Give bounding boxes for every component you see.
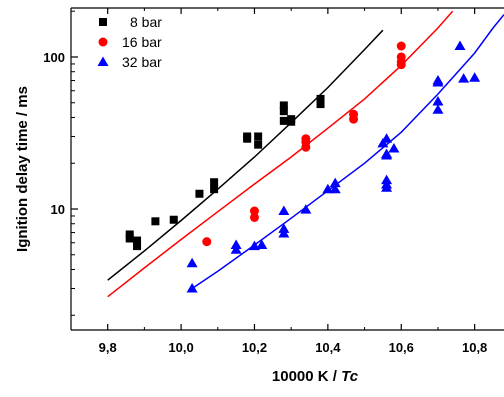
x-tick-label: 10,2	[242, 340, 267, 355]
legend-marker-8-bar	[99, 18, 107, 26]
data-point-32-bar-6	[278, 205, 290, 216]
data-point-32-bar-27	[469, 72, 481, 82]
data-point-32-bar-22	[432, 76, 444, 87]
x-tick-label: 10,4	[315, 340, 341, 355]
data-point-8-bar-19	[316, 100, 325, 109]
data-point-32-bar-11	[329, 177, 341, 188]
data-point-8-bar-6	[195, 189, 204, 198]
data-point-8-bar-12	[254, 140, 263, 149]
legend-label-16-bar: 16 bar	[122, 34, 162, 50]
legend: 8 bar 16 bar 32 bar	[97, 14, 162, 70]
data-point-32-bar-14	[381, 133, 393, 143]
x-tick-label: 10,6	[389, 340, 414, 355]
data-point-32-bar-5	[256, 239, 268, 249]
data-point-32-bar-8	[278, 228, 290, 238]
fit-curve-32-bar	[191, 14, 504, 290]
data-point-8-bar-14	[279, 107, 288, 116]
legend-marker-16-bar	[98, 37, 108, 47]
data-point-8-bar-17	[287, 117, 296, 126]
data-point-8-bar-0	[125, 230, 134, 239]
x-axis-title-italic: Tc	[341, 368, 359, 385]
data-point-16-bar-2	[249, 212, 259, 222]
data-point-32-bar-20	[388, 143, 400, 153]
data-point-16-bar-8	[396, 41, 406, 51]
data-point-8-bar-4	[151, 217, 160, 226]
data-point-16-bar-11	[396, 60, 406, 70]
y-tick-label: 100	[43, 50, 65, 65]
data-point-8-bar-15	[279, 116, 288, 125]
data-point-8-bar-13	[279, 101, 288, 110]
fit-curve-16-bar	[107, 10, 454, 298]
data-point-32-bar-24	[432, 104, 444, 114]
data-point-32-bar-3	[230, 244, 242, 254]
data-point-8-bar-1	[125, 234, 134, 243]
data-point-8-bar-10	[243, 134, 252, 143]
x-tick-label: 10,0	[168, 340, 193, 355]
data-point-16-bar-7	[349, 114, 359, 124]
data-point-16-bar-0	[202, 237, 212, 247]
data-point-32-bar-25	[454, 40, 466, 51]
data-point-8-bar-8	[210, 185, 219, 194]
data-point-8-bar-7	[210, 178, 219, 187]
fit-curve-8-bar	[107, 29, 384, 281]
legend-label-8-bar: 8 bar	[130, 14, 162, 30]
data-point-32-bar-16	[381, 149, 393, 160]
data-point-32-bar-23	[432, 95, 444, 106]
x-tick-label: 9,8	[99, 340, 117, 355]
x-tick-label: 10,8	[462, 340, 487, 355]
data-point-32-bar-0	[186, 257, 198, 268]
data-point-8-bar-2	[133, 236, 142, 245]
y-tick-label: 10	[51, 202, 65, 217]
data-point-8-bar-11	[254, 132, 263, 141]
legend-label-32-bar: 32 bar	[122, 54, 162, 70]
data-point-16-bar-5	[301, 142, 311, 152]
legend-marker-32-bar	[97, 56, 109, 66]
data-point-32-bar-1	[186, 282, 198, 293]
data-point-8-bar-3	[133, 242, 142, 251]
data-point-32-bar-10	[322, 183, 334, 194]
y-axis-title: Ignition delay time / ms	[14, 86, 31, 252]
data-point-32-bar-19	[381, 182, 393, 192]
data-point-32-bar-12	[329, 183, 341, 194]
x-axis-title-text: 10000 K /	[272, 368, 341, 385]
plot-area	[107, 10, 504, 298]
axes: 9,8 10,0 10,2 10,4 10,6 10,8 10 100	[43, 7, 504, 355]
data-point-16-bar-1	[249, 206, 259, 216]
data-point-32-bar-26	[458, 73, 470, 83]
data-point-8-bar-5	[169, 215, 178, 224]
data-point-32-bar-9	[300, 204, 312, 214]
x-axis-title: 10000 K / Tc	[272, 368, 359, 385]
data-point-8-bar-18	[316, 94, 325, 103]
